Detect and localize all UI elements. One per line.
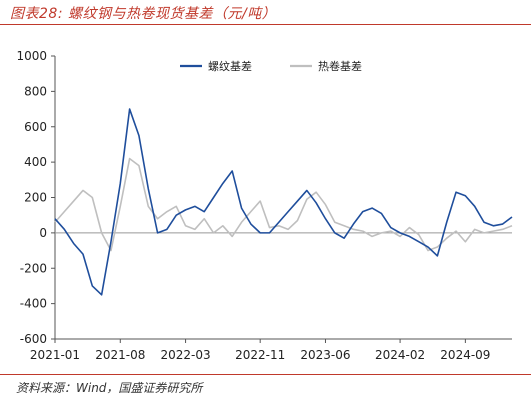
- y-tick-label: 1000: [16, 49, 47, 63]
- y-tick-label: 200: [24, 191, 47, 205]
- y-tick-label: 800: [24, 84, 47, 98]
- y-tick-label: 400: [24, 155, 47, 169]
- legend-label-rebar: 螺纹基差: [208, 59, 252, 73]
- figure-title: 图表28: 螺纹钢与热卷现货基差（元/吨）: [10, 6, 277, 22]
- series-line-rebar: [54, 108, 513, 296]
- x-tick-label: 2024-09: [440, 348, 490, 362]
- y-tick-label: 600: [24, 120, 47, 134]
- series-line-hrc: [54, 157, 513, 252]
- chart-legend: 螺纹基差 热卷基差: [180, 59, 362, 73]
- x-tick-label: 2021-08: [95, 348, 145, 362]
- y-tick-label: -200: [20, 261, 47, 275]
- y-tick-label: -600: [20, 332, 47, 346]
- x-tick-label: 2022-11: [235, 348, 285, 362]
- figure-source: 资料来源：Wind，国盛证券研究所: [16, 381, 203, 395]
- title-rule: [0, 24, 531, 25]
- plot-area: -600 -400 -200 0 200 400 600 800 1000 2021-01 2021…: [16, 49, 513, 362]
- legend-label-hrc: 热卷基差: [318, 59, 362, 73]
- x-tick-label: 2022-03: [161, 348, 211, 362]
- y-tick-label: 0: [39, 226, 47, 240]
- x-tick-label: 2021-01: [30, 348, 80, 362]
- source-rule: [0, 374, 531, 375]
- x-tick-label: 2024-02: [375, 348, 425, 362]
- x-tick-label: 2023-06: [300, 348, 350, 362]
- y-tick-label: -400: [20, 297, 47, 311]
